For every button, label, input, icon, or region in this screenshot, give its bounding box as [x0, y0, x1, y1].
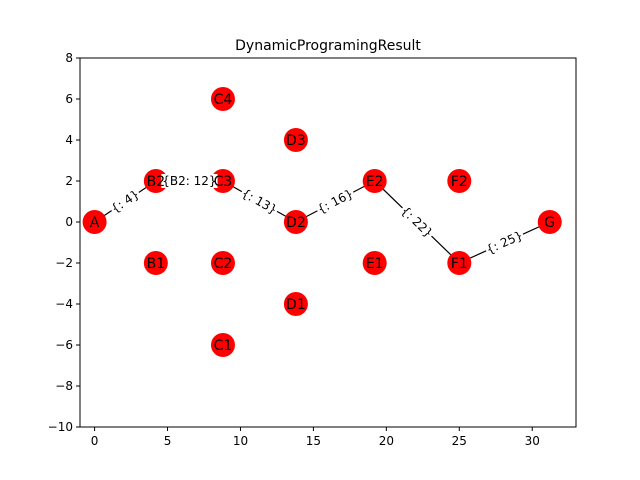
node-labels-layer: A B2 B1 C4 C3 C2 C1 D3 D2 D1 E2 E1 F2 F1 G [90, 92, 555, 354]
y-tick-label: −4 [55, 297, 73, 311]
node-f2 [447, 169, 472, 193]
node-d1 [283, 292, 308, 316]
x-tick-label: 25 [452, 434, 467, 448]
edge-label-background [314, 185, 357, 218]
edge-label-background [397, 202, 437, 242]
x-tick-label: 10 [233, 434, 248, 448]
node-label-d3: D3 [286, 133, 306, 149]
edge-label-text: {B2: 12} [162, 174, 216, 188]
x-tick-label: 30 [525, 434, 540, 448]
plot-frame [79, 57, 577, 428]
x-tick-label: 5 [164, 434, 172, 448]
y-tick-label: 4 [65, 133, 73, 147]
y-tick-label: −6 [55, 338, 73, 352]
node-c4 [210, 87, 235, 111]
edge-label-background [238, 185, 281, 218]
nodes-layer [82, 87, 562, 357]
edge-label-background [161, 174, 218, 188]
edge-label-background [483, 227, 526, 258]
node-label-c2: C2 [214, 256, 233, 272]
node-c2 [210, 251, 235, 275]
node-label-b2: B2 [147, 174, 166, 190]
y-tick-label: −8 [55, 379, 73, 393]
x-tick-label: 0 [91, 434, 99, 448]
node-label-d1: D1 [286, 297, 306, 313]
node-a [82, 210, 107, 234]
axes-layer: 0 5 10 15 20 25 30 −10 −8 −6 −4 −2 0 2 4 6 8 [48, 51, 540, 448]
node-label-c1: C1 [214, 338, 233, 354]
y-tick-label: −10 [48, 420, 73, 434]
node-b1 [143, 251, 168, 275]
y-tick-label: 0 [65, 215, 73, 229]
node-g [537, 210, 562, 234]
node-label-f2: F2 [451, 174, 468, 190]
node-label-f1: F1 [451, 256, 468, 272]
node-label-e1: E1 [366, 256, 384, 272]
node-f1 [447, 251, 472, 275]
node-d2 [283, 210, 308, 234]
node-label-e2: E2 [366, 174, 384, 190]
node-label-c4: C4 [214, 92, 233, 108]
edge-label-background [107, 186, 143, 217]
edge-label-b2-c3: {B2: 12} [161, 174, 218, 188]
y-tick-label: 2 [65, 174, 73, 188]
node-label-a: A [90, 215, 100, 231]
node-d3 [283, 128, 308, 152]
x-tick-label: 15 [306, 434, 321, 448]
y-tick-label: 8 [65, 51, 73, 65]
x-tick-label: 20 [379, 434, 394, 448]
y-tick-label: −2 [55, 256, 73, 270]
node-label-b1: B1 [147, 256, 166, 272]
node-label-g: G [544, 215, 555, 231]
node-c1 [210, 333, 235, 357]
node-e1 [362, 251, 387, 275]
node-label-c3: C3 [214, 174, 233, 190]
y-tick-label: 6 [65, 92, 73, 106]
node-e2 [362, 169, 387, 193]
node-label-d2: D2 [286, 215, 306, 231]
chart-title: DynamicProgramingResult [235, 38, 421, 54]
